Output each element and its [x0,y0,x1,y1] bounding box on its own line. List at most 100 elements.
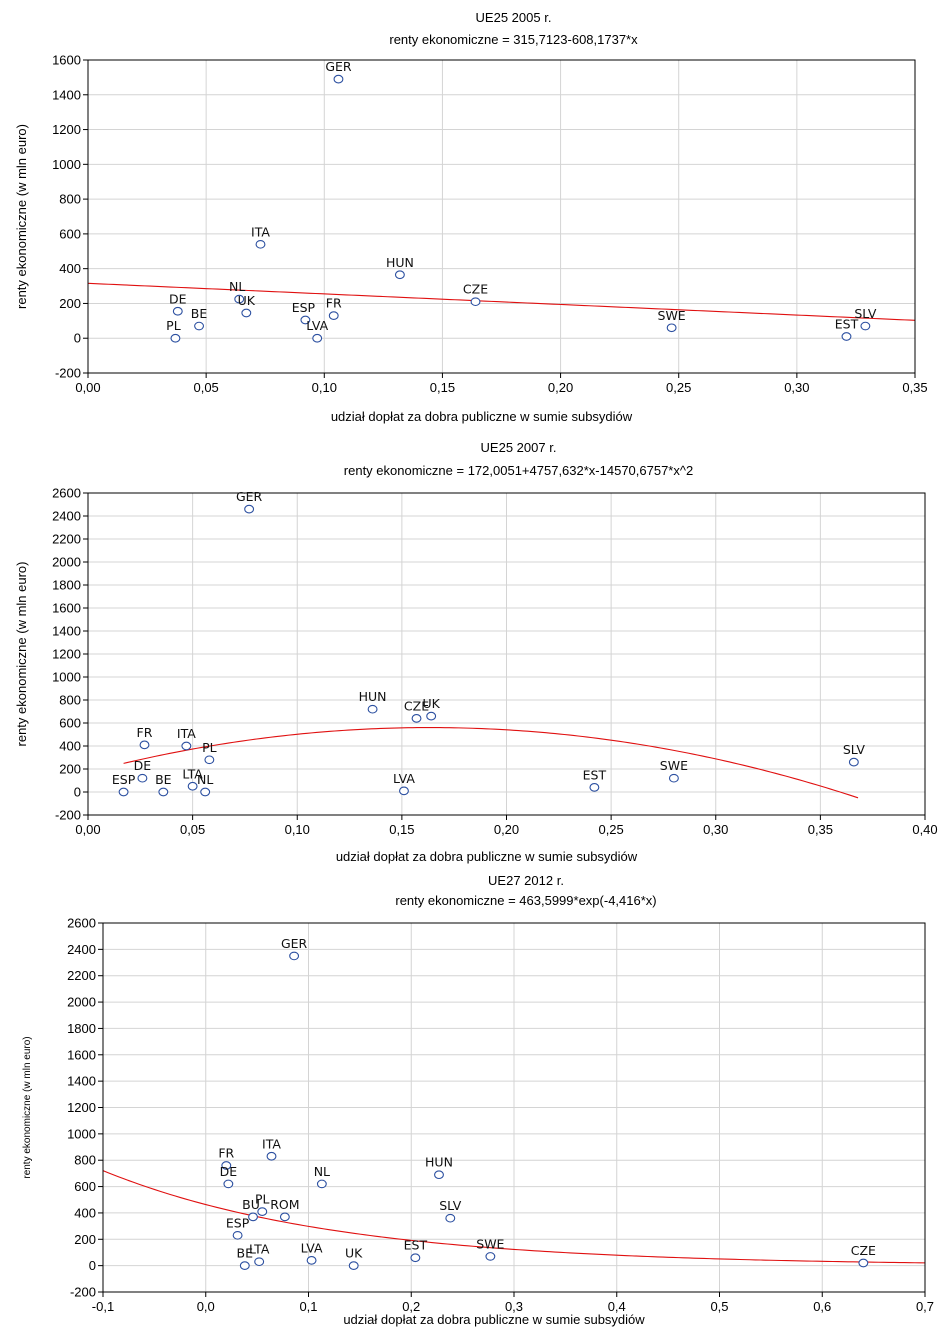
data-label-ita: ITA [177,726,196,741]
data-label-be: BE [191,306,208,321]
fit-curve [123,727,859,799]
data-point-ita [266,1151,277,1161]
scatter-chart-2007: 0,00 0,05 0,10 0,15 0,20 0,25 0,30 0,35 0,40 -200… [14,440,938,864]
data-label-nl: NL [314,1164,330,1179]
fit-curve [87,282,916,321]
data-point-be [194,321,205,331]
y-tick-label: 2600 [52,486,81,501]
y-tick-label: 0 [74,331,81,346]
x-tick-label: 0,25 [666,380,691,395]
x-tick-label: 0,05 [193,380,218,395]
data-label-esp: ESP [112,772,136,787]
x-tick-label: 0,35 [808,822,833,837]
x-tick-label: 0,4 [608,1299,626,1314]
chart-subtitle: renty ekonomiczne = 463,5999*exp(-4,416*… [395,893,656,908]
data-label-lta: LTA [249,1242,270,1257]
y-tick-label: 1600 [52,53,81,68]
y-tick-label: 1400 [52,87,81,102]
data-point-esp [118,787,129,797]
data-label-fr: FR [326,296,342,311]
data-label-pl: PL [255,1192,270,1207]
y-tick-label: 1000 [52,670,81,685]
y-axis-label: renty ekonomiczne (w mln euro) [14,124,29,309]
data-point-uk [241,308,252,318]
data-label-slv: SLV [854,306,877,321]
x-tick-label: 0,7 [916,1299,934,1314]
y-tick-label: 200 [59,762,81,777]
data-label-swe: SWE [476,1236,504,1251]
chart-panel-2005: 0,00 0,05 0,10 0,15 0,20 0,25 0,30 0,35 -200 0 200… [0,0,945,430]
data-point-lva [399,786,409,796]
data-point-slv [848,757,859,767]
y-tick-label: 1800 [67,1021,96,1036]
data-point-de [223,1179,234,1189]
x-tick-label: 0,0 [197,1299,215,1314]
y-tick-label: 1600 [52,601,81,616]
y-tick-label: 400 [59,739,81,754]
data-point-fr [328,311,339,320]
y-axis-label: renty ekonomiczne (w mln euro) [22,1036,33,1178]
y-tick-label: -200 [55,366,81,381]
y-tick-label: 2000 [52,555,81,570]
x-tick-label: 0,15 [389,822,414,837]
data-label-est: EST [404,1238,428,1253]
data-point-cze [470,297,481,307]
y-tick-label: 200 [74,1232,96,1247]
data-point-pl [257,1207,268,1216]
x-tick-label: 0,05 [180,822,205,837]
data-point-bu [248,1212,258,1222]
data-point-nl [234,294,245,304]
scatter-chart-2012: -0,1 0,0 0,1 0,2 0,3 0,4 0,5 0,6 0,7 -200 0 200 400 6… [22,873,934,1327]
chart-subtitle: renty ekonomiczne = 315,7123-608,1737*x [389,32,638,47]
data-point-de [137,773,148,783]
data-label-rom: ROM [270,1197,299,1212]
x-tick-label: 0,35 [902,380,927,395]
data-point-nl [316,1179,327,1189]
data-label-de: DE [169,291,187,306]
x-tick-label: 0,20 [548,380,573,395]
data-point-slv [860,321,871,331]
plot-frame [87,59,916,374]
data-label-esp: ESP [292,300,316,315]
data-label-lta: LTA [182,766,203,781]
data-label-swe: SWE [658,308,686,323]
data-label-ita: ITA [262,1136,281,1151]
data-point-lva [306,1256,317,1265]
data-label-ger: GER [236,489,263,504]
y-tick-label: 2000 [67,995,96,1010]
y-tick-label: 2400 [67,942,96,957]
data-label-lva: LVA [306,318,328,333]
x-tick-label: 0,1 [299,1299,317,1314]
data-point-slv [445,1213,456,1223]
y-tick-label: 800 [59,192,81,207]
data-label-slv: SLV [439,1198,462,1213]
data-point-swe [668,773,679,783]
y-tick-label: -200 [55,808,81,823]
x-tick-label: 0,3 [505,1299,523,1314]
data-point-be [239,1261,250,1270]
data-point-esp [300,315,311,325]
data-label-bu: BU [242,1197,260,1212]
data-label-lva: LVA [301,1240,323,1255]
y-tick-label: 800 [59,693,81,708]
data-label-fr: FR [137,725,153,740]
data-label-fr: FR [218,1145,234,1160]
data-point-hun [394,270,405,280]
data-label-cze: CZE [463,282,488,297]
data-label-uk: UK [238,293,256,308]
data-label-nl: NL [197,772,213,787]
y-tick-label: 2400 [52,509,81,524]
x-tick-label: 0,00 [75,380,100,395]
y-tick-label: 1600 [67,1047,96,1062]
data-label-ita: ITA [251,224,270,239]
y-tick-label: 1200 [52,647,81,662]
data-point-lta [254,1257,265,1267]
data-point-hun [367,704,378,714]
y-tick-label: 2600 [67,916,96,931]
data-point-lva [312,333,323,343]
data-point-est [589,783,600,792]
data-point-pl [204,755,215,765]
data-label-nl: NL [229,279,245,294]
data-label-cze: CZE [851,1243,876,1258]
y-tick-label: 1400 [52,624,81,639]
